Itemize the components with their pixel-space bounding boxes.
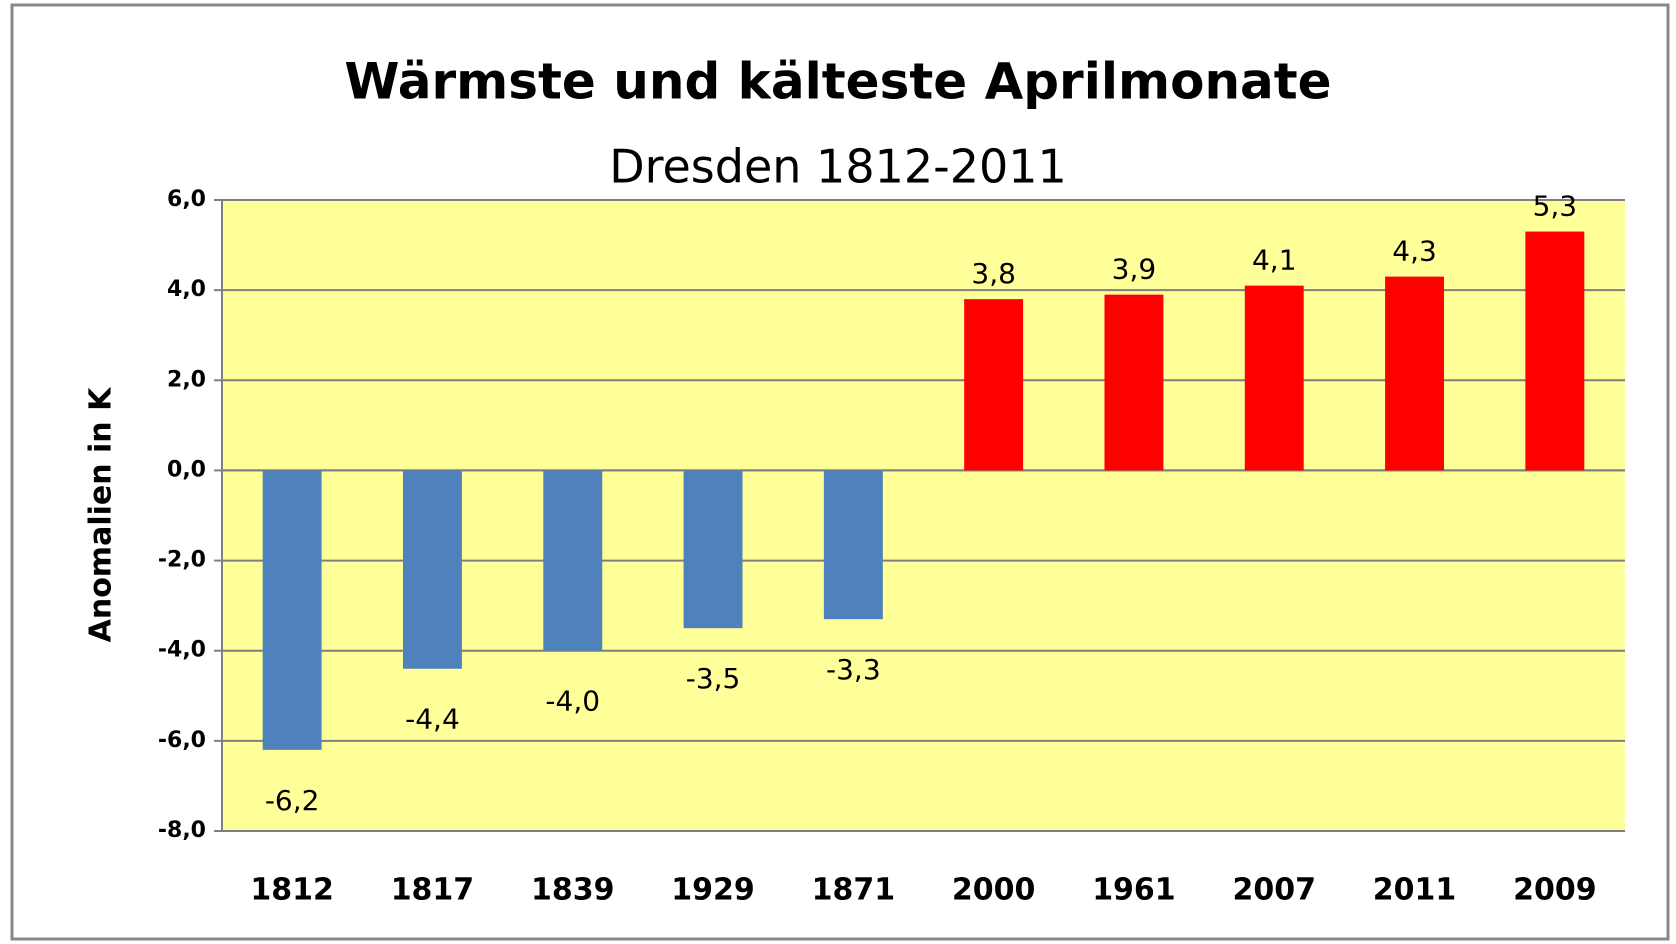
- bar: [1525, 231, 1585, 471]
- value-label: 3,8: [971, 257, 1016, 290]
- x-tick-label: 1839: [531, 873, 615, 908]
- x-tick-label: 1929: [671, 873, 755, 908]
- y-tick-label: 4,0: [167, 277, 206, 302]
- x-tick-label: 1871: [812, 873, 896, 908]
- chart-title: Wärmste und kälteste Aprilmonate: [344, 53, 1331, 111]
- x-tick-label: 1817: [391, 873, 475, 908]
- x-tick-label: 2000: [952, 873, 1036, 908]
- y-tick-label: 6,0: [167, 187, 206, 212]
- bar: [823, 470, 883, 620]
- value-label: 4,1: [1252, 244, 1297, 277]
- y-axis-title: Anomalien in K: [84, 386, 119, 642]
- bar: [964, 299, 1024, 471]
- bar: [1385, 276, 1445, 471]
- y-tick-label: -8,0: [158, 818, 206, 843]
- x-tick-label: 2007: [1233, 873, 1317, 908]
- value-label: -3,3: [826, 653, 881, 686]
- x-tick-label: 2009: [1513, 873, 1597, 908]
- bar: [543, 470, 603, 651]
- value-label: -6,2: [265, 784, 320, 817]
- value-label: -3,5: [686, 662, 741, 695]
- bar: [1104, 294, 1164, 471]
- value-label: 4,3: [1392, 235, 1437, 268]
- y-tick-label: -6,0: [158, 728, 206, 753]
- bar: [402, 470, 462, 669]
- y-tick-label: 2,0: [167, 367, 206, 392]
- y-tick-label: -4,0: [158, 638, 206, 663]
- x-tick-label: 2011: [1373, 873, 1457, 908]
- x-tick-label: 1961: [1092, 873, 1176, 908]
- y-tick-label: -2,0: [158, 548, 206, 573]
- value-label: -4,4: [405, 703, 460, 736]
- bar: [683, 470, 743, 629]
- value-label: 5,3: [1533, 190, 1578, 223]
- bar: [1244, 285, 1304, 471]
- x-tick-label: 1812: [250, 873, 334, 908]
- value-label: -4,0: [545, 685, 600, 718]
- chart-subtitle: Dresden 1812-2011: [609, 140, 1067, 194]
- y-tick-label: 0,0: [167, 457, 206, 482]
- bar: [262, 470, 322, 750]
- value-label: 3,9: [1112, 253, 1157, 286]
